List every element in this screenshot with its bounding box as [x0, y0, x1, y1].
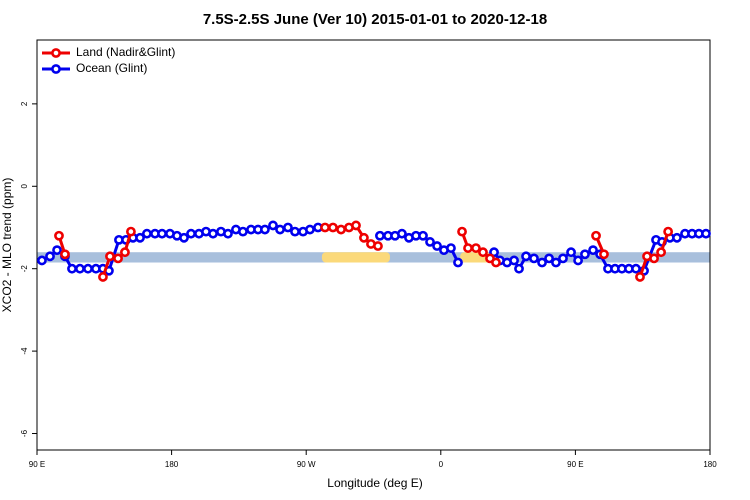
- data-point: [179, 232, 189, 243]
- y-tick-label: -2: [20, 265, 29, 273]
- data-point: [238, 226, 248, 237]
- x-tick-label: 180: [165, 460, 179, 469]
- data-point: [514, 263, 524, 274]
- data-point: [491, 257, 501, 268]
- data-point: [432, 241, 442, 251]
- data-point: [558, 253, 568, 264]
- data-point: [223, 228, 233, 239]
- y-tick-label: 2: [20, 101, 29, 106]
- legend-label: Land (Nadir&Glint): [76, 45, 175, 59]
- x-axis-label: Longitude (deg E): [327, 476, 422, 490]
- x-tick-label: 0: [439, 460, 444, 469]
- data-point: [113, 253, 123, 264]
- x-tick-label: 90 E: [567, 460, 583, 469]
- data-point: [375, 230, 385, 241]
- data-point: [544, 253, 554, 264]
- data-point: [290, 226, 300, 237]
- data-point: [591, 230, 601, 241]
- y-tick-label: -4: [20, 347, 29, 355]
- data-point: [98, 272, 108, 282]
- data-point: [359, 232, 369, 243]
- data-point: [453, 257, 463, 268]
- chart-title: 7.5S-2.5S June (Ver 10) 2015-01-01 to 20…: [203, 11, 547, 28]
- data-point: [351, 220, 361, 231]
- data-point: [305, 224, 315, 235]
- data-point: [663, 226, 674, 237]
- data-point: [457, 226, 467, 237]
- data-point: [120, 247, 130, 258]
- data-point: [336, 224, 346, 235]
- data-point: [283, 222, 293, 233]
- data-point: [54, 230, 64, 241]
- data-point: [425, 237, 435, 247]
- data-point: [75, 263, 85, 274]
- data-point: [268, 220, 278, 231]
- x-tick-label: 90 E: [29, 460, 45, 469]
- y-axis-label: XCO2 - MLO trend (ppm): [0, 178, 14, 313]
- data-point: [446, 243, 456, 253]
- legend-marker: [51, 48, 61, 58]
- data-point: [635, 272, 645, 282]
- data-point: [471, 243, 481, 253]
- data-point: [418, 230, 428, 241]
- data-point: [275, 224, 285, 235]
- data-point: [588, 245, 598, 256]
- data-point: [260, 224, 270, 235]
- data-point: [649, 253, 659, 264]
- data-point: [529, 253, 539, 264]
- y-tick-label: -6: [20, 429, 29, 437]
- data-point: [566, 247, 576, 258]
- data-point: [631, 263, 641, 274]
- data-point: [521, 251, 531, 262]
- data-point: [135, 232, 145, 243]
- data-point: [67, 263, 77, 274]
- data-point: [672, 232, 682, 243]
- data-point: [701, 228, 711, 239]
- legend-marker: [51, 64, 61, 74]
- data-point: [478, 247, 488, 258]
- data-point: [208, 228, 218, 239]
- y-tick-label: 0: [20, 184, 29, 189]
- data-point: [157, 228, 167, 239]
- plot-frame: [36, 39, 711, 451]
- data-point: [320, 222, 330, 233]
- data-point: [373, 241, 383, 251]
- data-point: [463, 243, 473, 253]
- x-tick-label: 180: [703, 460, 717, 469]
- data-point: [656, 247, 666, 258]
- data-point: [599, 249, 609, 260]
- data-point: [537, 257, 547, 268]
- legend-label: Ocean (Glint): [76, 61, 147, 75]
- data-point: [328, 222, 338, 233]
- data-point: [60, 249, 70, 260]
- data-point: [37, 255, 47, 266]
- data-point: [142, 228, 152, 239]
- data-point: [45, 251, 55, 262]
- data-point: [126, 226, 136, 237]
- data-point: [186, 228, 196, 239]
- x-tick-label: 90 W: [297, 460, 316, 469]
- data-point: [52, 245, 62, 256]
- data-point: [573, 255, 583, 266]
- data-point: [397, 228, 407, 239]
- data-point: [551, 257, 561, 268]
- data-point: [83, 263, 93, 274]
- data-point: [580, 249, 590, 260]
- data-point: [509, 255, 519, 266]
- highlight: [321, 252, 390, 263]
- data-point: [105, 251, 115, 262]
